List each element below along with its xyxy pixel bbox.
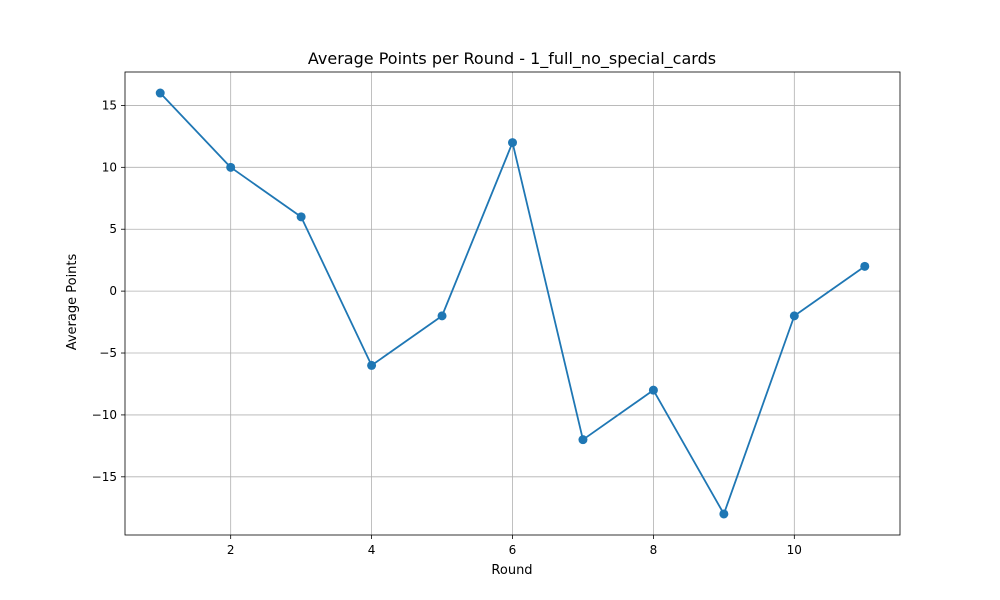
x-tick-label: 2 [227,543,235,557]
y-tick-label: −15 [92,470,117,484]
x-tick-label: 8 [650,543,658,557]
chart-title: Average Points per Round - 1_full_no_spe… [308,49,716,69]
y-tick-label: −5 [99,346,117,360]
data-point [226,162,236,172]
data-point [367,360,377,370]
y-tick-label: 15 [102,98,117,112]
data-point [719,509,729,519]
y-tick-label: 10 [102,160,117,174]
y-tick-label: 5 [109,222,117,236]
x-axis-label: Round [491,563,532,578]
y-axis-label: Average Points [65,253,80,350]
data-point [296,212,306,222]
x-tick-label: 6 [509,543,517,557]
grid [125,72,900,535]
data-series [155,88,870,519]
data-point [508,138,517,148]
data-point [437,311,447,321]
y-tick-label: −10 [92,408,117,422]
data-point [578,435,588,445]
y-tick-label: 0 [109,284,117,298]
data-point [155,88,165,98]
x-tick-label: 10 [787,543,802,557]
x-tick-label: 4 [368,543,376,557]
data-point [789,311,799,321]
data-point [860,261,870,271]
data-point [648,385,658,395]
axes: 2 4 6 8 10 15 10 5 0 −5 −10 −15 [92,71,901,557]
